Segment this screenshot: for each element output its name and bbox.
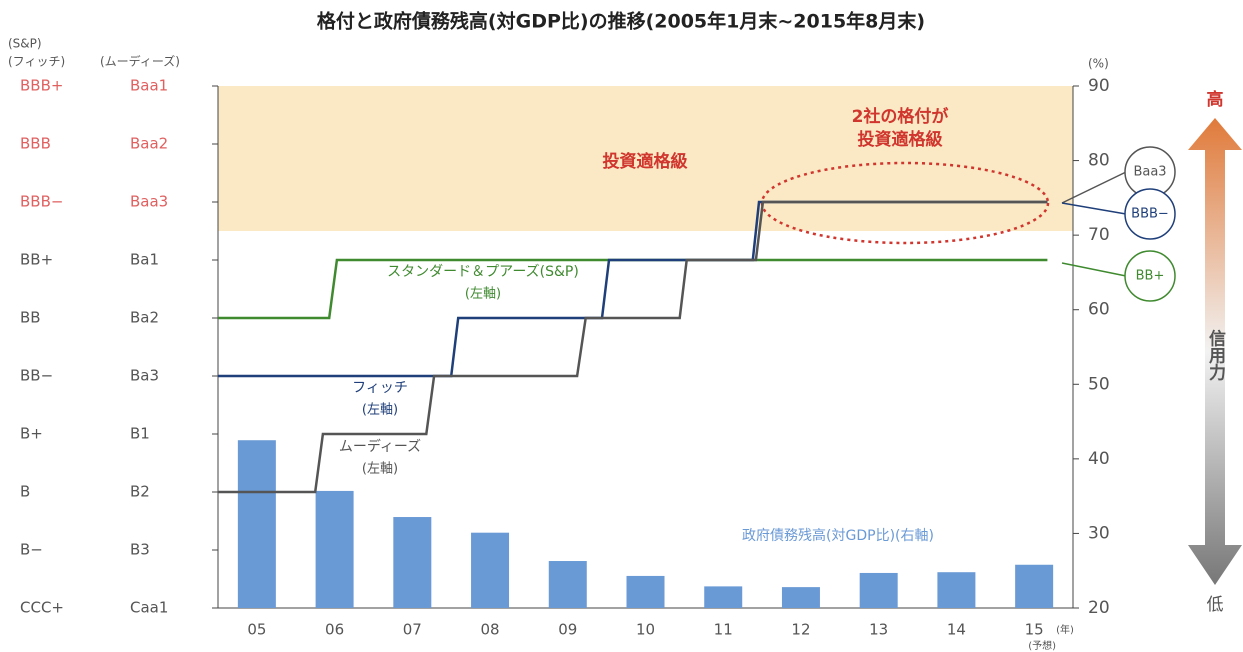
series-axis-note: (左軸) bbox=[465, 287, 501, 302]
band-label: 投資適格級 bbox=[603, 151, 688, 172]
x-tick-label: 12 bbox=[791, 621, 810, 639]
y-tick-label-moodys: B3 bbox=[130, 541, 150, 559]
y-tick-label: CCC+ bbox=[20, 599, 64, 617]
series-label: ムーディーズ bbox=[339, 438, 421, 455]
series-label: スタンダード＆プアーズ(S&P) bbox=[387, 264, 579, 280]
x-tick-label: 05 bbox=[247, 621, 266, 639]
y-tick-label: BB− bbox=[20, 367, 53, 385]
bar bbox=[471, 532, 510, 608]
bar bbox=[393, 517, 432, 608]
highlight-label: 投資適格級 bbox=[858, 129, 943, 150]
highlight-label: 2社の格付が bbox=[852, 106, 949, 127]
y-tick-label: BBB bbox=[20, 135, 51, 153]
y-tick-label-moodys: B1 bbox=[130, 425, 150, 443]
rating-line bbox=[218, 258, 1048, 320]
callout-circle bbox=[1124, 250, 1176, 302]
series-label: フィッチ bbox=[352, 380, 408, 396]
callout-pointer bbox=[1061, 202, 1127, 215]
x-tick-label: 06 bbox=[325, 621, 344, 639]
left-header: (フィッチ) bbox=[8, 55, 65, 69]
series-axis-note: (左軸) bbox=[362, 462, 398, 477]
arrow-label: 信用力 bbox=[1205, 328, 1226, 381]
callout-label: BBB− bbox=[1131, 207, 1169, 222]
y2-tick-label: 30 bbox=[1088, 523, 1110, 543]
arrow-top: 高 bbox=[1207, 89, 1224, 110]
y2-tick-label: 50 bbox=[1088, 374, 1110, 394]
y2-unit: (%) bbox=[1088, 57, 1109, 71]
y-tick-label-moodys: Baa3 bbox=[130, 193, 168, 211]
callout-label: Baa3 bbox=[1133, 165, 1166, 180]
y-tick-label-moodys: Ba1 bbox=[130, 251, 159, 269]
x-tick-label: 10 bbox=[636, 621, 655, 639]
bar bbox=[626, 575, 665, 608]
y2-tick-label: 90 bbox=[1088, 76, 1110, 96]
chart-title: 格付と政府債務残高(対GDP比)の推移(2005年1月末~2015年8月末) bbox=[317, 10, 925, 33]
y-tick-label: BB+ bbox=[20, 251, 53, 269]
callout-pointer bbox=[1061, 262, 1127, 277]
bar bbox=[937, 572, 976, 608]
x-tick-label: 15 bbox=[1025, 621, 1044, 639]
x-tick-label: 07 bbox=[403, 621, 422, 639]
y-tick-label: B bbox=[20, 483, 30, 501]
bar bbox=[548, 561, 587, 608]
y-tick-label: B− bbox=[20, 541, 43, 559]
y-tick-label-moodys: Caa1 bbox=[130, 599, 168, 617]
x-tick-label: 09 bbox=[558, 621, 577, 639]
y-tick-label: B+ bbox=[20, 425, 43, 443]
x-tick-label: 11 bbox=[714, 621, 733, 639]
y2-tick-label: 20 bbox=[1088, 598, 1110, 618]
bar bbox=[315, 490, 354, 608]
y2-tick-label: 40 bbox=[1088, 449, 1110, 469]
bar bbox=[1015, 564, 1054, 608]
bar bbox=[237, 440, 276, 608]
left-header: (S&P) bbox=[8, 37, 42, 51]
left-header: (ムーディーズ) bbox=[100, 54, 180, 69]
y-tick-label-moodys: B2 bbox=[130, 483, 150, 501]
bar bbox=[704, 586, 743, 608]
callout-label: BB+ bbox=[1136, 269, 1165, 284]
callout-pointer bbox=[1061, 171, 1127, 204]
y-tick-label-moodys: Baa1 bbox=[130, 77, 168, 95]
y-tick-label: BBB+ bbox=[20, 77, 63, 95]
y-tick-label: BB bbox=[20, 309, 41, 327]
x-note: (予想) bbox=[1028, 639, 1056, 652]
y-tick-label: BBB− bbox=[20, 193, 63, 211]
y-tick-label-moodys: Ba2 bbox=[130, 309, 159, 327]
x-tick-label: 13 bbox=[869, 621, 888, 639]
arrow-bottom: 低 bbox=[1207, 595, 1224, 615]
investment-band bbox=[218, 86, 1073, 231]
x-tick-label: 14 bbox=[947, 621, 966, 639]
callout-circle bbox=[1124, 188, 1176, 240]
credit-arrow bbox=[1188, 118, 1242, 585]
y2-tick-label: 70 bbox=[1088, 225, 1110, 245]
bar bbox=[781, 587, 820, 608]
bar bbox=[859, 572, 898, 608]
rating-line bbox=[218, 200, 1048, 494]
x-unit: (年) bbox=[1056, 623, 1074, 636]
x-tick-label: 08 bbox=[480, 621, 499, 639]
y-tick-label-moodys: Ba3 bbox=[130, 367, 159, 385]
series-label: 政府債務残高(対GDP比)(右軸) bbox=[742, 527, 934, 544]
y-tick-label-moodys: Baa2 bbox=[130, 135, 168, 153]
rating-line bbox=[218, 200, 1048, 378]
y2-tick-label: 80 bbox=[1088, 151, 1110, 171]
y2-tick-label: 60 bbox=[1088, 300, 1110, 320]
series-axis-note: (左軸) bbox=[362, 403, 398, 418]
